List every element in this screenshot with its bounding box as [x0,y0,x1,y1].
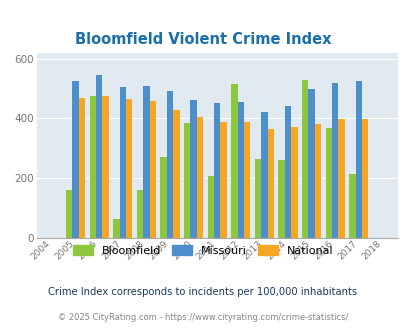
Bar [166,91,173,238]
Bar [90,96,96,238]
Bar [254,159,260,238]
Bar [308,89,314,238]
Bar [231,84,237,238]
Bar [207,177,213,238]
Bar [126,99,132,238]
Bar [267,129,273,238]
Bar [79,98,85,238]
Bar [361,119,368,238]
Bar [136,190,143,238]
Bar [338,119,344,238]
Bar [243,122,250,238]
Bar [66,190,72,238]
Bar [220,122,226,238]
Bar [102,96,109,238]
Bar [325,128,331,238]
Bar [190,101,196,238]
Bar [143,85,149,238]
Bar [173,110,179,238]
Bar [348,174,355,238]
Bar [284,106,290,238]
Bar [213,104,220,238]
Bar [196,117,202,238]
Bar [149,101,156,238]
Bar [72,81,79,238]
Bar [301,80,308,238]
Bar [160,157,166,238]
Bar [183,123,190,238]
Bar [331,82,338,238]
Text: Crime Index corresponds to incidents per 100,000 inhabitants: Crime Index corresponds to incidents per… [48,287,357,297]
Bar [355,81,361,238]
Bar [314,124,320,238]
Bar [96,75,102,238]
Legend: Bloomfield, Missouri, National: Bloomfield, Missouri, National [68,241,337,260]
Bar [278,160,284,238]
Bar [260,113,267,238]
Bar [237,102,243,238]
Bar [119,87,126,238]
Bar [113,219,119,238]
Text: Bloomfield Violent Crime Index: Bloomfield Violent Crime Index [75,32,330,47]
Text: © 2025 CityRating.com - https://www.cityrating.com/crime-statistics/: © 2025 CityRating.com - https://www.city… [58,313,347,322]
Bar [290,127,297,238]
